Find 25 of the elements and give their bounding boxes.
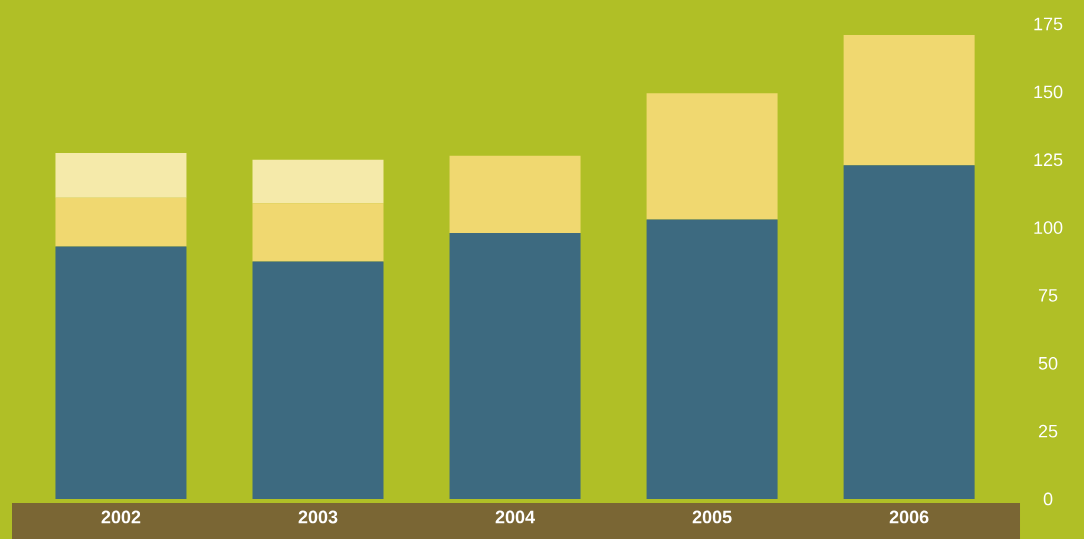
x-tick-label: 2003 [298, 510, 338, 524]
x-tick-label: 2005 [692, 510, 732, 524]
y-tick-label: 125 [1034, 153, 1063, 167]
bar [55, 197, 187, 247]
bar [55, 246, 187, 499]
bar [55, 152, 187, 198]
bar [252, 203, 384, 262]
bar [646, 93, 778, 220]
bar [843, 165, 975, 499]
y-tick-label: 0 [1043, 492, 1053, 506]
y-tick-label: 175 [1034, 17, 1063, 31]
x-tick-label: 2002 [101, 510, 141, 524]
bar [449, 155, 581, 234]
bar [252, 261, 384, 499]
bar [843, 34, 975, 166]
bar [252, 159, 384, 204]
y-tick-label: 25 [1038, 424, 1058, 438]
bar [449, 233, 581, 499]
y-tick-label: 100 [1034, 221, 1063, 234]
y-tick-label: 50 [1038, 356, 1058, 370]
y-tick-label: 75 [1038, 289, 1058, 302]
y-tick-label: 150 [1034, 85, 1063, 99]
x-tick-label: 2006 [889, 510, 929, 524]
x-tick-label: 2004 [495, 510, 535, 524]
bar [646, 219, 778, 499]
